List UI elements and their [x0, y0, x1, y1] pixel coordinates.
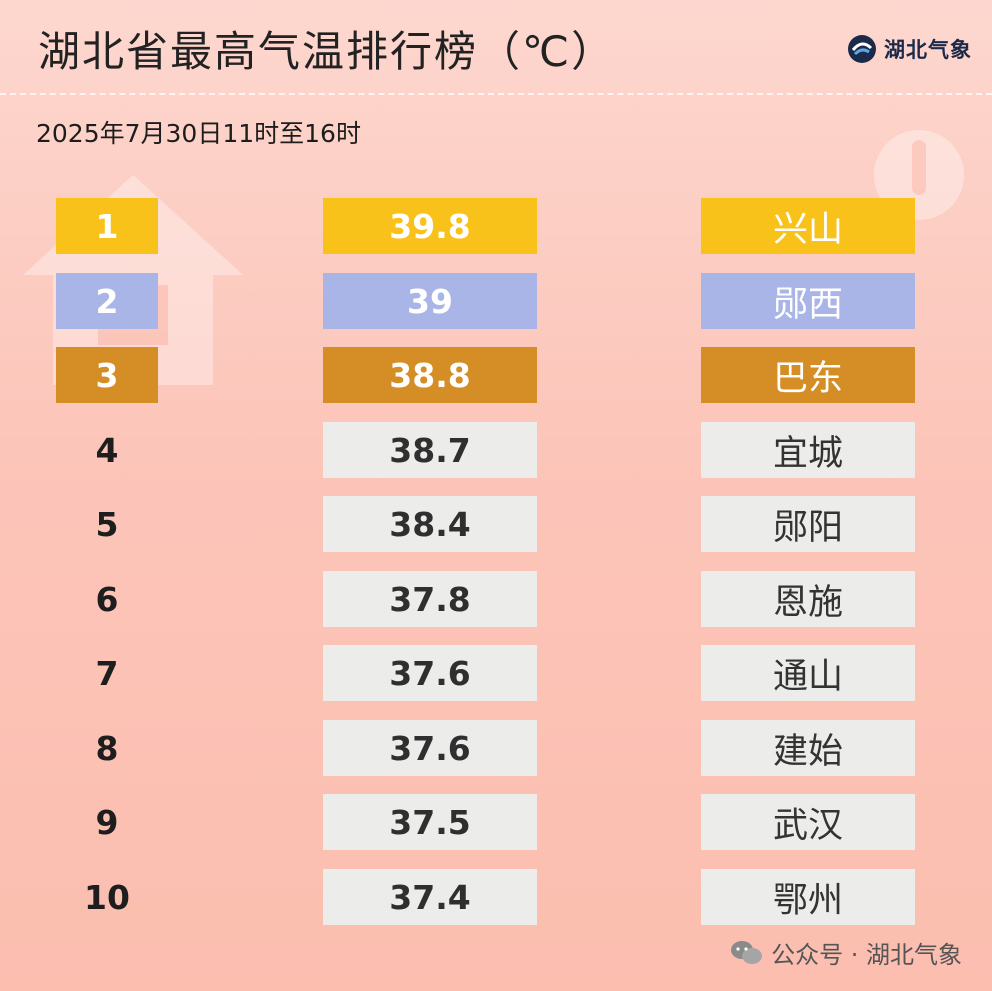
rank-cell: 7 [95, 653, 119, 693]
rank-cell: 10 [84, 877, 130, 917]
wechat-icon [731, 940, 763, 964]
station-cell: 郧阳 [701, 496, 915, 552]
footer-text: 公众号 · 湖北气象 [771, 941, 962, 969]
rank-cell: 6 [95, 579, 119, 619]
station-cell: 郧西 [701, 273, 915, 329]
temperature-cell: 37.6 [323, 720, 537, 776]
subtitle-time-range: 2025年7月30日11时至16时 [36, 119, 361, 148]
rank-cell: 4 [95, 430, 119, 470]
rank-cell: 8 [95, 728, 119, 768]
station-cell: 武汉 [701, 794, 915, 850]
station-cell: 恩施 [701, 571, 915, 627]
temperature-cell: 37.6 [323, 645, 537, 701]
temperature-cell: 38.4 [323, 496, 537, 552]
temperature-cell: 39.8 [323, 198, 537, 254]
temperature-cell: 38.8 [323, 347, 537, 403]
station-cell: 宜城 [701, 422, 915, 478]
weather-logo-icon [848, 35, 876, 63]
thermometer-illustration [874, 130, 964, 220]
temperature-cell: 38.7 [323, 422, 537, 478]
temperature-cell: 37.5 [323, 794, 537, 850]
rank-cell: 9 [95, 802, 119, 842]
brand-logo: 湖北气象 [846, 32, 972, 66]
station-cell: 建始 [701, 720, 915, 776]
page-title: 湖北省最高气温排行榜（℃） [38, 27, 616, 76]
temperature-cell: 39 [323, 273, 537, 329]
rank-cell: 3 [56, 347, 158, 403]
rank-cell: 1 [56, 198, 158, 254]
temperature-cell: 37.4 [323, 869, 537, 925]
footer-credit: 公众号 · 湖北气象 [729, 935, 962, 970]
header-divider [0, 93, 992, 95]
station-cell: 鄂州 [701, 869, 915, 925]
station-cell: 巴东 [701, 347, 915, 403]
station-cell: 通山 [701, 645, 915, 701]
logo-text: 湖北气象 [884, 38, 972, 62]
rank-cell: 2 [56, 273, 158, 329]
rank-cell: 5 [95, 504, 119, 544]
temperature-cell: 37.8 [323, 571, 537, 627]
station-cell: 兴山 [701, 198, 915, 254]
